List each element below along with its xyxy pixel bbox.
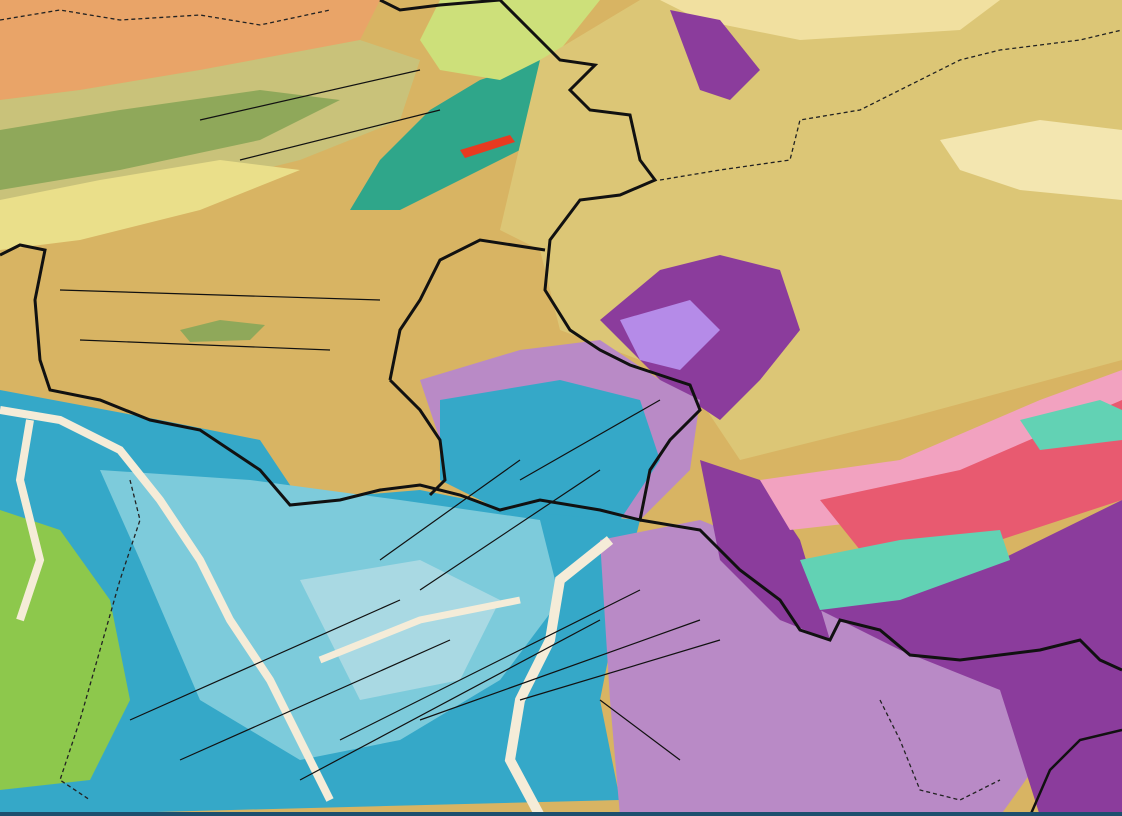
- green-belt: [0, 90, 340, 190]
- teal-region: [350, 60, 560, 210]
- purple-top: [670, 10, 760, 100]
- lilac-south: [600, 520, 1040, 816]
- red-strip: [460, 135, 515, 158]
- bottom-bar: [0, 812, 1122, 816]
- boundary-line: [639, 518, 1122, 672]
- pale-top: [660, 0, 1000, 40]
- mint-patch: [1020, 400, 1122, 450]
- dashed-boundary: [0, 9, 331, 26]
- orange-region: [0, 0, 380, 100]
- pale-belt: [0, 160, 300, 250]
- purple-band: [700, 460, 830, 640]
- boundary-line: [388, 238, 546, 497]
- river: [504, 536, 614, 816]
- river: [318, 596, 521, 664]
- pale-green-region: [420, 0, 600, 80]
- mint-region: [800, 530, 1010, 610]
- olive-lens: [180, 320, 265, 342]
- river: [15, 419, 45, 622]
- dashed-boundary: [879, 699, 1001, 801]
- fault-lines: [59, 69, 721, 781]
- river: [0, 406, 334, 802]
- pink-region: [760, 370, 1122, 530]
- dashed-boundary: [659, 29, 1122, 181]
- violet-patch: [620, 300, 720, 370]
- boundary-line: [1028, 728, 1122, 816]
- cream-patch: [940, 120, 1122, 200]
- boundary-line: [0, 0, 702, 522]
- blue-central: [440, 380, 660, 520]
- dashed-boundary: [59, 479, 141, 801]
